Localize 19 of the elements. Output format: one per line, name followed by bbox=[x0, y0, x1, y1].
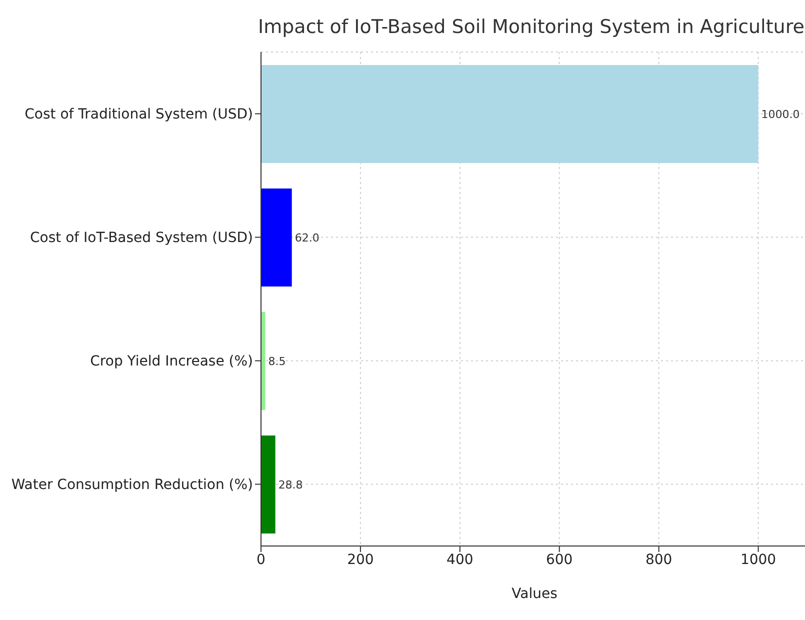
x-tick-label: 400 bbox=[446, 552, 474, 568]
bar bbox=[261, 188, 292, 286]
y-tick-label: Water Consumption Reduction (%) bbox=[11, 477, 253, 494]
x-axis-title: Values bbox=[512, 586, 558, 602]
data-label: 1000.0 bbox=[761, 108, 800, 121]
x-tick-label: 600 bbox=[546, 552, 573, 568]
data-label: 8.5 bbox=[268, 354, 286, 368]
data-label: 28.8 bbox=[278, 478, 303, 492]
y-tick-label: Crop Yield Increase (%) bbox=[90, 354, 253, 370]
x-tick-label: 1000 bbox=[740, 552, 776, 568]
x-tick-label: 800 bbox=[645, 552, 672, 568]
y-tick-label: Cost of IoT-Based System (USD) bbox=[30, 230, 253, 246]
chart-title: Impact of IoT-Based Soil Monitoring System in Agriculture bbox=[257, 15, 804, 40]
bar bbox=[261, 436, 276, 534]
data-label: 62.0 bbox=[294, 231, 320, 244]
bar bbox=[261, 65, 758, 163]
y-tick-label: Cost of Traditional System (USD) bbox=[24, 106, 253, 123]
x-tick-label: 200 bbox=[347, 552, 374, 568]
x-tick-label: 0 bbox=[256, 552, 266, 568]
